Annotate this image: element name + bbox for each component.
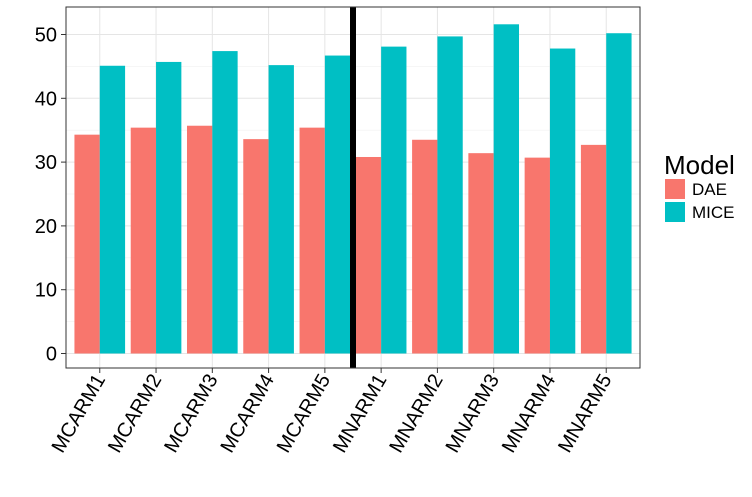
legend-items: DAE MICE xyxy=(665,179,735,222)
bar-mice-mnarm1 xyxy=(381,46,407,354)
y-tick-label: 10 xyxy=(35,280,57,302)
bar-dae-mcarm4 xyxy=(243,139,269,354)
legend-key-mice xyxy=(665,202,685,222)
bar-mice-mnarm4 xyxy=(549,48,576,354)
bar-dae-mnarm2 xyxy=(412,139,438,354)
y-tick-label: 40 xyxy=(35,88,57,110)
y-tick-label: 50 xyxy=(35,25,57,47)
legend-title: Model xyxy=(664,150,735,180)
bar-mice-mnarm2 xyxy=(437,36,463,354)
legend-label-dae: DAE xyxy=(692,180,727,199)
bar-dae-mcarm1 xyxy=(74,134,100,354)
legend-label-mice: MICE xyxy=(692,203,735,222)
y-tick-label: 20 xyxy=(35,216,57,238)
y-axis: 0 10 20 30 40 50 xyxy=(35,25,66,366)
y-tick-label: 30 xyxy=(35,152,57,174)
bar-dae-mcarm5 xyxy=(299,127,325,354)
bar-mice-mcarm5 xyxy=(324,55,351,354)
bar-mice-mnarm5 xyxy=(606,33,632,354)
bar-mice-mcarm2 xyxy=(156,61,182,354)
y-tick-label: 0 xyxy=(46,344,57,366)
bar-mice-mcarm4 xyxy=(268,65,294,354)
legend-key-dae xyxy=(665,179,685,199)
legend: Model DAE MICE xyxy=(664,150,735,222)
bar-mice-mcarm3 xyxy=(212,51,238,354)
plot-border xyxy=(65,6,641,369)
bar-dae-mnarm1 xyxy=(355,156,382,354)
bar-dae-mnarm3 xyxy=(468,153,494,354)
bar-mice-mcarm1 xyxy=(99,65,126,354)
bars xyxy=(74,24,632,354)
bar-dae-mcarm2 xyxy=(130,127,157,354)
bar-dae-mnarm4 xyxy=(524,157,550,354)
bar-dae-mnarm5 xyxy=(580,144,607,354)
bar-dae-mcarm3 xyxy=(186,125,213,354)
bar-mice-mnarm3 xyxy=(493,24,520,354)
